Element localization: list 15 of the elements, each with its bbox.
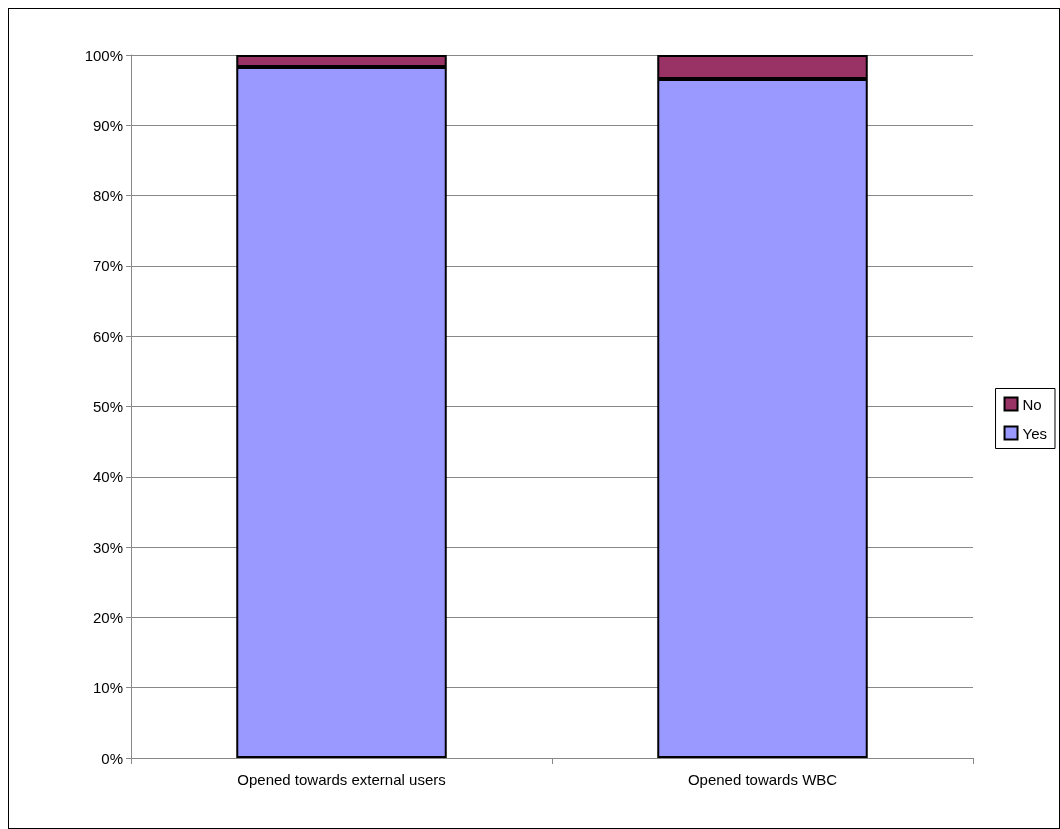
x-tick-label: Opened towards WBC xyxy=(687,771,838,788)
y-tick-label: 60% xyxy=(92,327,123,345)
y-tick-label: 100% xyxy=(84,46,123,64)
y-tick-label: 90% xyxy=(92,116,123,134)
y-tick-label: 80% xyxy=(92,187,123,205)
y-tick-label: 50% xyxy=(92,398,123,415)
y-tick-label: 0% xyxy=(101,749,123,767)
y-tick-label: 20% xyxy=(92,608,123,626)
x-tick-label: Opened towards external users xyxy=(237,771,446,788)
y-tick-label: 70% xyxy=(92,257,123,275)
y-tick-label: 30% xyxy=(92,538,123,556)
y-tick-label: 10% xyxy=(92,679,123,697)
legend-label: No xyxy=(1022,395,1042,413)
y-tick-label: 40% xyxy=(92,468,123,486)
legend-label: Yes xyxy=(1022,424,1048,442)
